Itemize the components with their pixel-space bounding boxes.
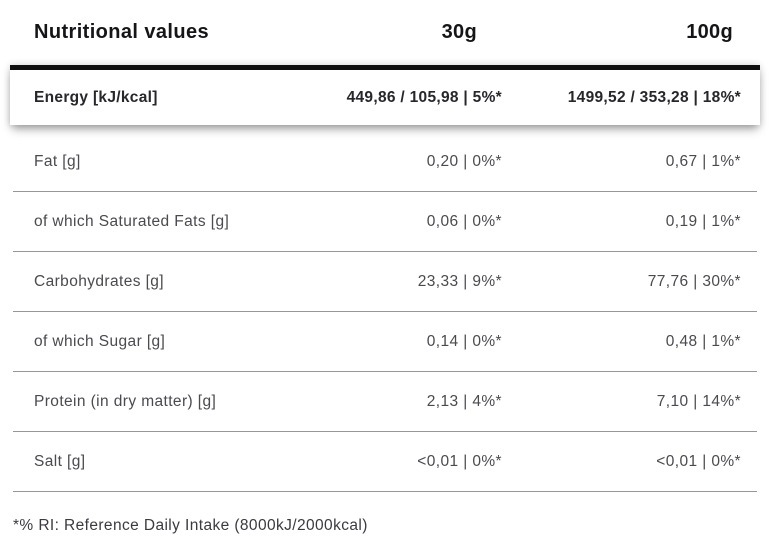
table-row-protein: Protein (in dry matter) [g] 2,13 | 4%* 7… — [13, 372, 757, 432]
row-label: of which Sugar [g] — [34, 332, 166, 350]
nutrient-rows: Fat [g] 0,20 | 0%* 0,67 | 1%* of which S… — [0, 132, 776, 492]
row-label: Fat [g] — [34, 152, 81, 170]
row-label: of which Saturated Fats [g] — [34, 212, 230, 230]
row-label: Salt [g] — [34, 452, 86, 470]
row-value-100g: 77,76 | 30%* — [647, 272, 741, 290]
table-row-salt: Salt [g] <0,01 | 0%* <0,01 | 0%* — [13, 432, 757, 492]
table-row-fat: Fat [g] 0,20 | 0%* 0,67 | 1%* — [13, 132, 757, 192]
table-row-saturated-fats: of which Saturated Fats [g] 0,06 | 0%* 0… — [13, 192, 757, 252]
reference-intake-footnote: *% RI: Reference Daily Intake (8000kJ/20… — [13, 517, 368, 534]
column-header-30g: 30g — [441, 21, 477, 43]
energy-value-30g: 449,86 / 105,98 | 5%* — [346, 88, 502, 106]
energy-label: Energy [kJ/kcal] — [34, 88, 158, 106]
table-row-carbohydrates: Carbohydrates [g] 23,33 | 9%* 77,76 | 30… — [13, 252, 757, 312]
row-value-30g: 23,33 | 9%* — [417, 272, 502, 290]
row-label: Carbohydrates [g] — [34, 272, 165, 290]
table-row-sugar: of which Sugar [g] 0,14 | 0%* 0,48 | 1%* — [13, 312, 757, 372]
table-title: Nutritional values — [34, 21, 210, 43]
row-value-30g: 0,14 | 0%* — [426, 332, 502, 350]
row-value-30g: 2,13 | 4%* — [426, 392, 502, 410]
row-value-100g: 0,19 | 1%* — [665, 212, 741, 230]
row-label: Protein (in dry matter) [g] — [34, 392, 217, 410]
row-value-100g: 0,48 | 1%* — [665, 332, 741, 350]
table-header-row: Nutritional values 30g 100g — [13, 0, 757, 65]
row-value-100g: 0,67 | 1%* — [665, 152, 741, 170]
row-value-30g: <0,01 | 0%* — [417, 452, 502, 470]
column-header-100g: 100g — [686, 21, 733, 43]
row-value-30g: 0,20 | 0%* — [426, 152, 502, 170]
energy-row: Energy [kJ/kcal] 449,86 / 105,98 | 5%* 1… — [10, 65, 760, 125]
row-value-100g: <0,01 | 0%* — [656, 452, 741, 470]
energy-value-100g: 1499,52 / 353,28 | 18%* — [567, 88, 741, 106]
row-value-30g: 0,06 | 0%* — [426, 212, 502, 230]
row-value-100g: 7,10 | 14%* — [656, 392, 741, 410]
